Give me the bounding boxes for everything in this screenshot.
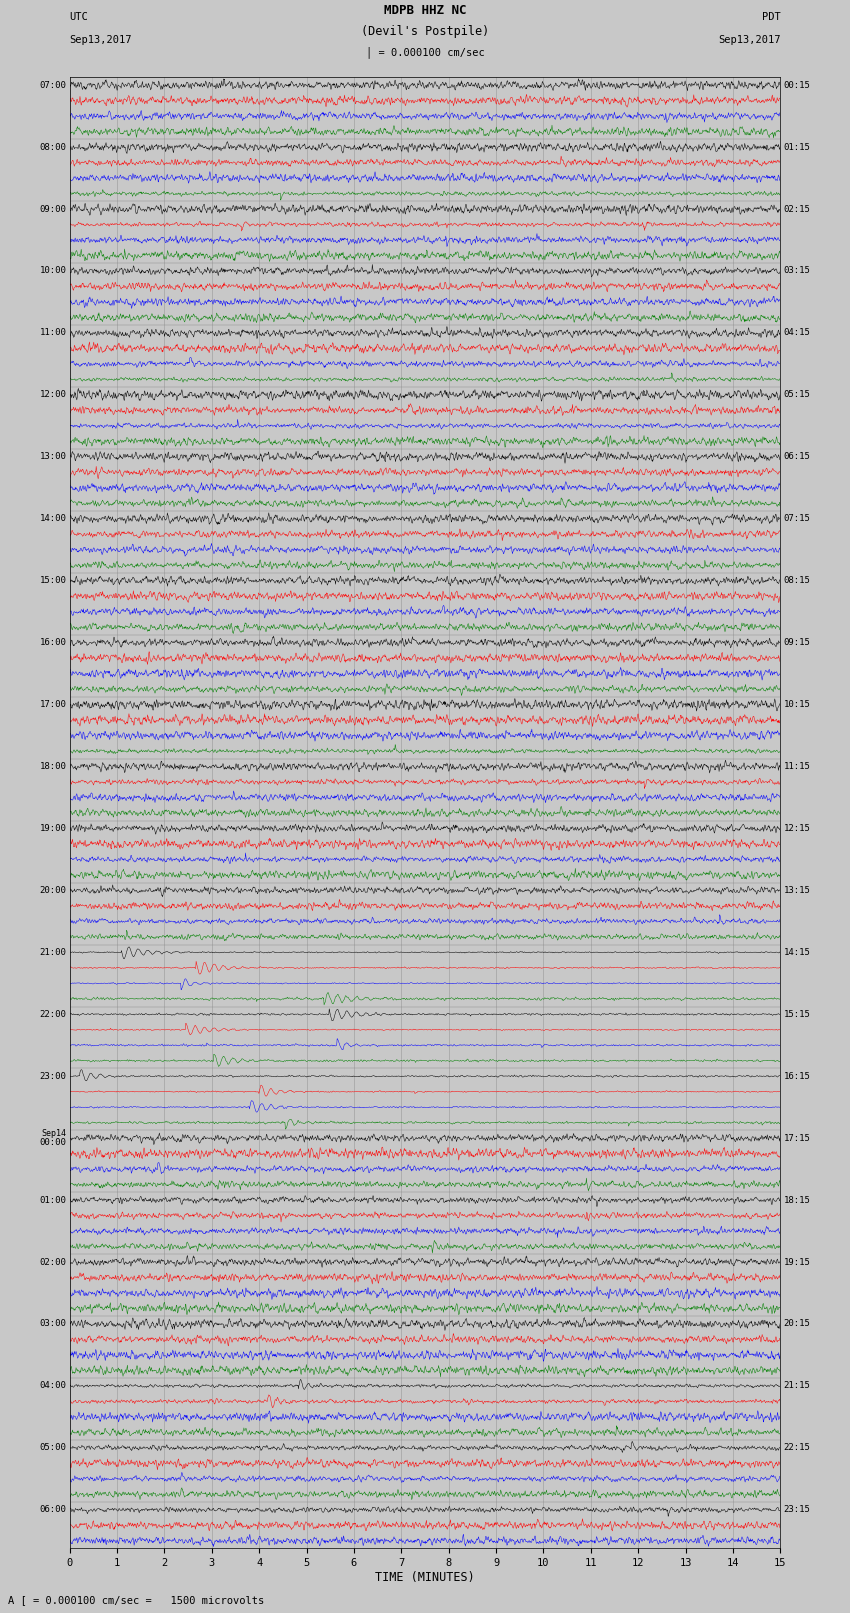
Text: PDT: PDT (762, 11, 780, 21)
Text: 19:00: 19:00 (39, 824, 66, 832)
Text: 20:00: 20:00 (39, 886, 66, 895)
Text: 06:00: 06:00 (39, 1505, 66, 1515)
Text: 03:15: 03:15 (784, 266, 811, 276)
Text: 06:15: 06:15 (784, 452, 811, 461)
Text: 22:00: 22:00 (39, 1010, 66, 1019)
Text: 08:15: 08:15 (784, 576, 811, 586)
Text: 09:00: 09:00 (39, 205, 66, 213)
Text: 17:15: 17:15 (784, 1134, 811, 1142)
Text: 19:15: 19:15 (784, 1258, 811, 1266)
Text: 17:00: 17:00 (39, 700, 66, 710)
Text: 15:00: 15:00 (39, 576, 66, 586)
Text: 04:00: 04:00 (39, 1381, 66, 1390)
Text: 16:00: 16:00 (39, 639, 66, 647)
Text: 11:15: 11:15 (784, 761, 811, 771)
Text: 04:15: 04:15 (784, 329, 811, 337)
Text: 03:00: 03:00 (39, 1319, 66, 1329)
Text: 08:00: 08:00 (39, 142, 66, 152)
Text: │ = 0.000100 cm/sec: │ = 0.000100 cm/sec (366, 47, 484, 58)
Text: 02:15: 02:15 (784, 205, 811, 213)
Text: (Devil's Postpile): (Devil's Postpile) (361, 24, 489, 37)
Text: 14:15: 14:15 (784, 948, 811, 957)
Text: 23:15: 23:15 (784, 1505, 811, 1515)
Text: Sep13,2017: Sep13,2017 (717, 35, 780, 45)
Text: 12:00: 12:00 (39, 390, 66, 400)
Text: Sep14: Sep14 (42, 1129, 66, 1137)
Text: 14:00: 14:00 (39, 515, 66, 523)
Text: 20:15: 20:15 (784, 1319, 811, 1329)
Text: A [ = 0.000100 cm/sec =   1500 microvolts: A [ = 0.000100 cm/sec = 1500 microvolts (8, 1595, 264, 1605)
Text: 16:15: 16:15 (784, 1071, 811, 1081)
Text: 00:00: 00:00 (39, 1139, 66, 1147)
Text: 13:15: 13:15 (784, 886, 811, 895)
Text: 13:00: 13:00 (39, 452, 66, 461)
X-axis label: TIME (MINUTES): TIME (MINUTES) (375, 1571, 475, 1584)
Text: 18:15: 18:15 (784, 1195, 811, 1205)
Text: 23:00: 23:00 (39, 1071, 66, 1081)
Text: Sep13,2017: Sep13,2017 (70, 35, 133, 45)
Text: 11:00: 11:00 (39, 329, 66, 337)
Text: 15:15: 15:15 (784, 1010, 811, 1019)
Text: 10:15: 10:15 (784, 700, 811, 710)
Text: 01:00: 01:00 (39, 1195, 66, 1205)
Text: 21:00: 21:00 (39, 948, 66, 957)
Text: 21:15: 21:15 (784, 1381, 811, 1390)
Text: 05:00: 05:00 (39, 1444, 66, 1452)
Text: 18:00: 18:00 (39, 761, 66, 771)
Text: 07:00: 07:00 (39, 81, 66, 90)
Text: 00:15: 00:15 (784, 81, 811, 90)
Text: 10:00: 10:00 (39, 266, 66, 276)
Text: UTC: UTC (70, 11, 88, 21)
Text: 01:15: 01:15 (784, 142, 811, 152)
Text: 12:15: 12:15 (784, 824, 811, 832)
Text: 05:15: 05:15 (784, 390, 811, 400)
Text: 22:15: 22:15 (784, 1444, 811, 1452)
Text: 09:15: 09:15 (784, 639, 811, 647)
Text: 07:15: 07:15 (784, 515, 811, 523)
Text: MDPB HHZ NC: MDPB HHZ NC (383, 3, 467, 16)
Text: 02:00: 02:00 (39, 1258, 66, 1266)
